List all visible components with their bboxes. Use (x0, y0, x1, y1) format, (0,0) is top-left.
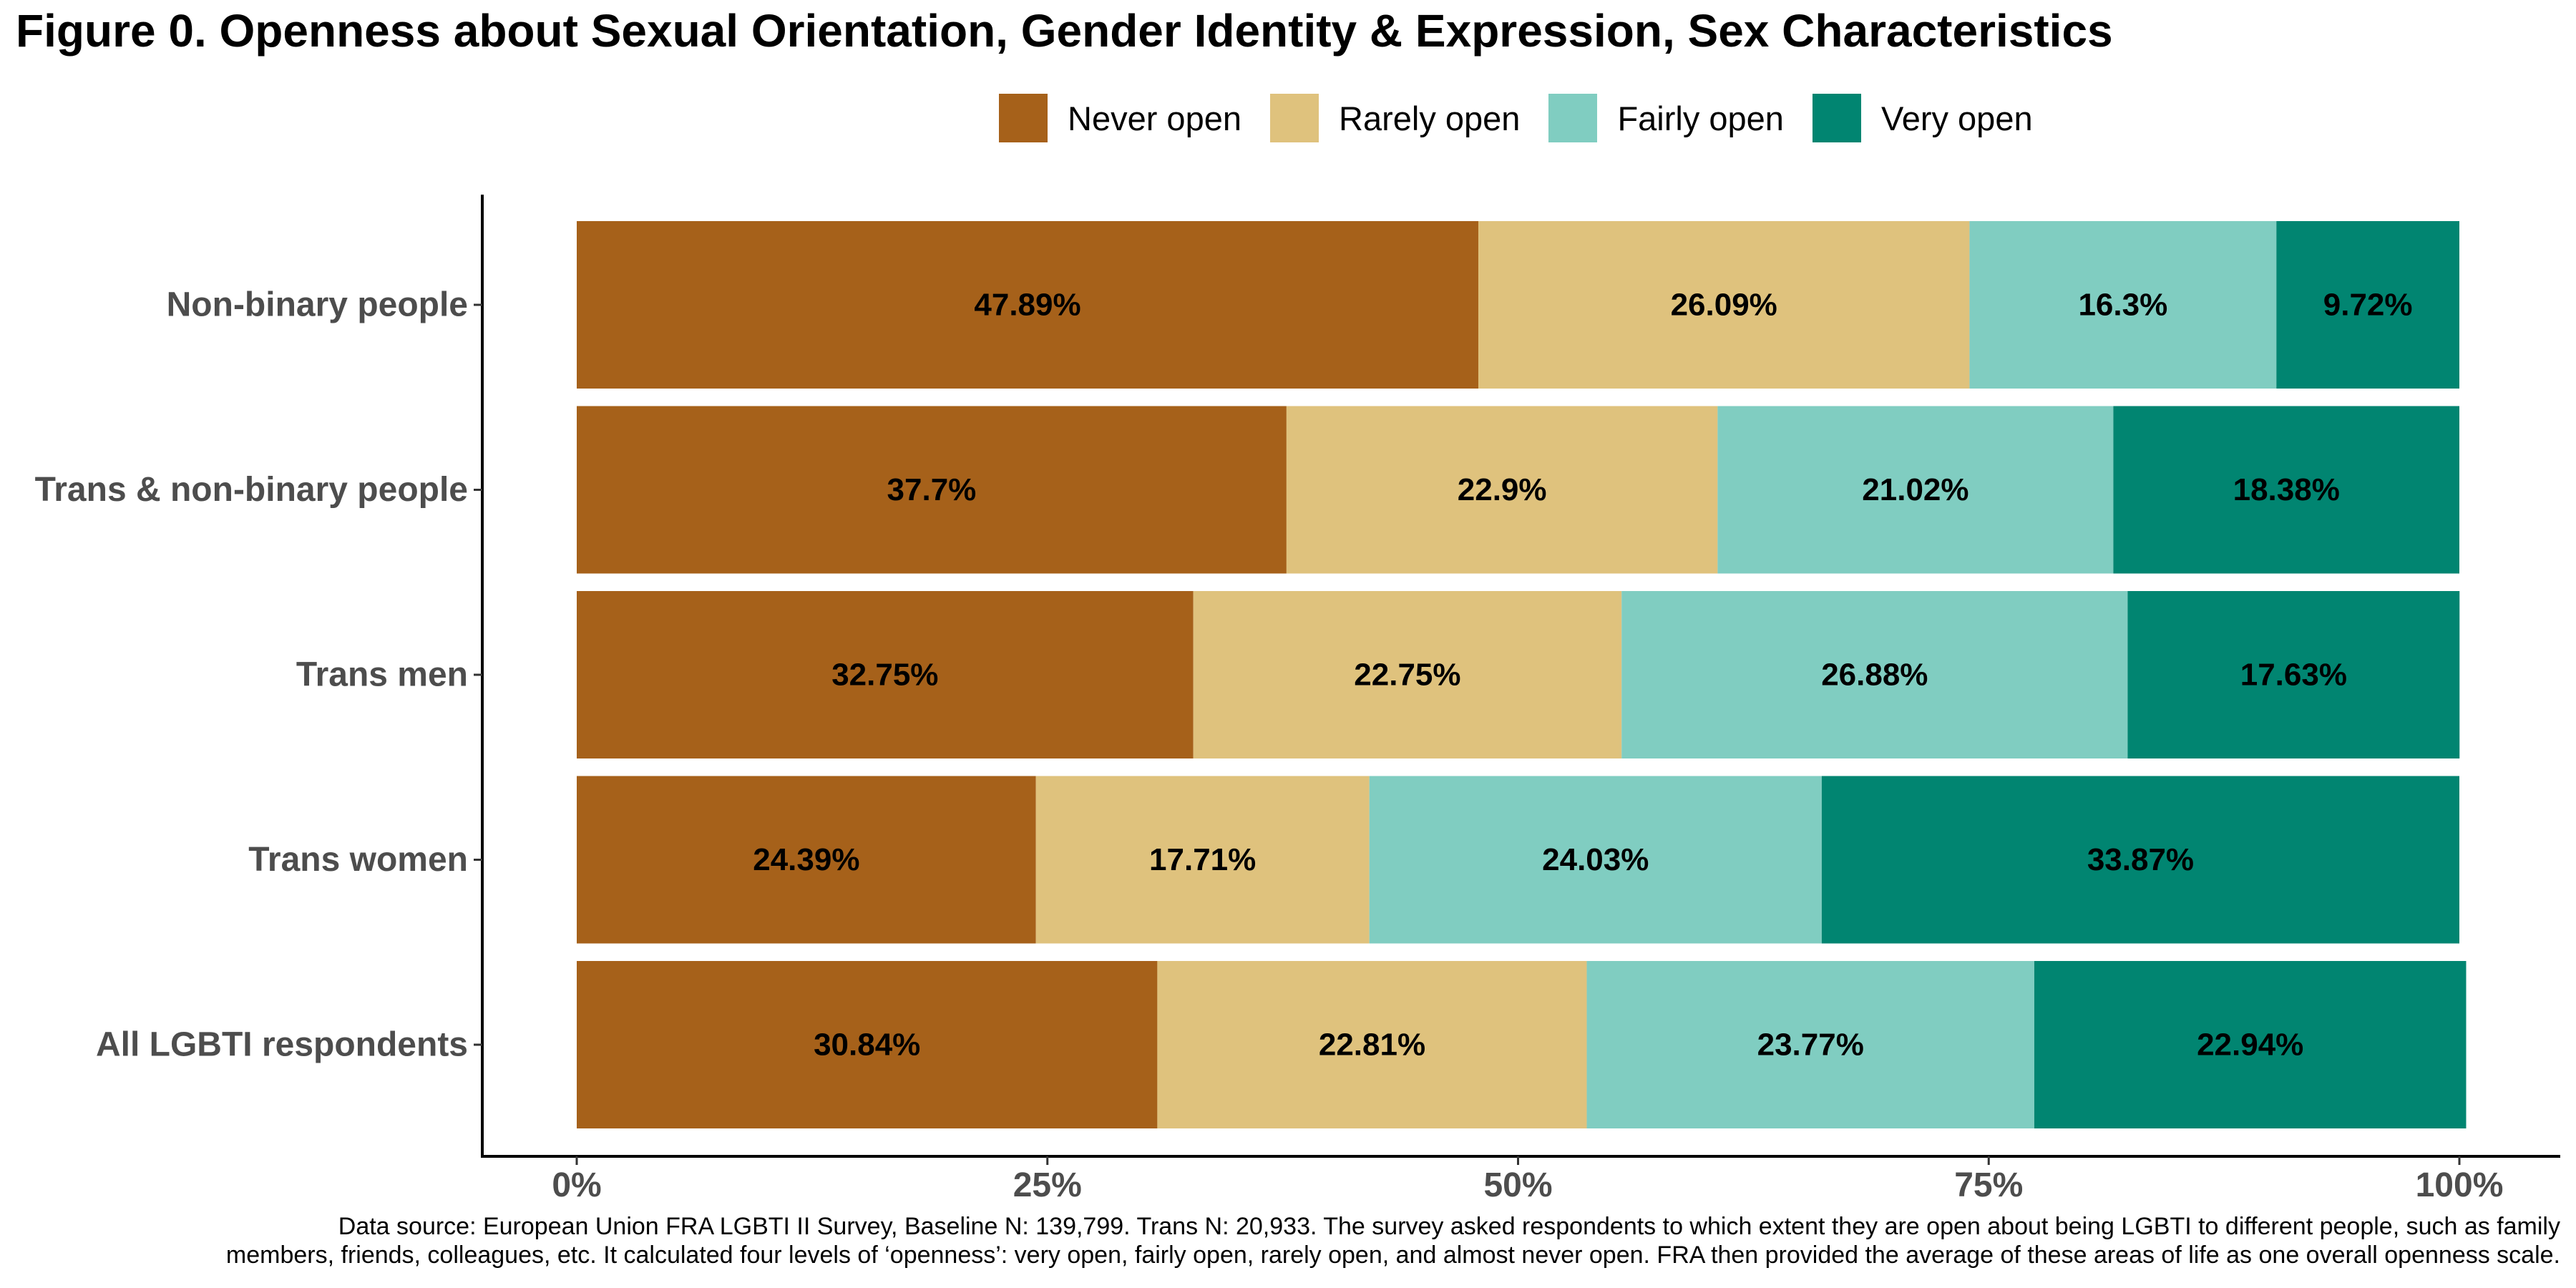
data-label-trans-men-very-open: 17.63% (2240, 658, 2347, 693)
legend-label-rarely-open: Rarely open (1339, 99, 1521, 137)
bar-trans-men-very-open (2127, 591, 2460, 758)
bar-trans-women-never-open (577, 776, 1036, 944)
legend-label-never-open: Never open (1068, 99, 1241, 137)
data-label-trans-women-very-open: 33.87% (2087, 842, 2194, 877)
caption: Data source: European Union FRA LGBTI II… (13, 1212, 2560, 1269)
data-label-trans-women-never-open: 24.39% (753, 842, 859, 877)
bar-trans-and-non-binary-people-never-open (577, 406, 1287, 574)
bar-trans-women-rarely-open (1035, 776, 1370, 944)
data-label-trans-women-fairly-open: 24.03% (1542, 842, 1649, 877)
caption-line-2: members, friends, colleagues, etc. It ca… (225, 1241, 2560, 1269)
bar-all-lgbti-respondents-very-open (2034, 961, 2467, 1128)
bar-non-binary-people-fairly-open (1969, 221, 2277, 389)
legend-label-very-open: Very open (1880, 99, 2033, 137)
legend-item-fairly-open: Fairly open (1548, 94, 1784, 142)
x-tick-label-50: 50% (1483, 1166, 1552, 1204)
data-label-all-lgbti-respondents-never-open: 30.84% (814, 1028, 920, 1063)
category-label-non-binary-people: Non-binary people (167, 286, 468, 324)
data-label-trans-men-never-open: 32.75% (831, 658, 938, 693)
x-tick-label-25: 25% (1013, 1166, 1082, 1204)
data-label-non-binary-people-never-open: 47.89% (974, 288, 1080, 323)
bar-trans-men-never-open (577, 591, 1194, 758)
data-label-trans-and-non-binary-people-very-open: 18.38% (2233, 472, 2340, 507)
data-label-trans-and-non-binary-people-fairly-open: 21.02% (1862, 472, 1968, 507)
data-label-non-binary-people-rarely-open: 26.09% (1671, 288, 1777, 323)
legend-swatch-rarely-open (1270, 94, 1319, 142)
bar-trans-and-non-binary-people-rarely-open (1286, 406, 1718, 574)
legend-item-very-open: Very open (1812, 94, 2033, 142)
legend-swatch-never-open (999, 94, 1048, 142)
x-tick-label-100: 100% (2416, 1166, 2504, 1204)
category-label-trans-women: Trans women (248, 841, 468, 879)
legend: Never open Rarely open Fairly open Very ope… (999, 93, 2062, 143)
bar-all-lgbti-respondents-never-open (577, 961, 1158, 1128)
data-label-trans-women-rarely-open: 17.71% (1149, 842, 1256, 877)
bar-trans-men-rarely-open (1193, 591, 1622, 758)
bar-trans-and-non-binary-people-fairly-open (1717, 406, 2114, 574)
bar-all-lgbti-respondents-fairly-open (1586, 961, 2034, 1128)
bar-non-binary-people-rarely-open (1478, 221, 1970, 389)
bar-trans-men-fairly-open (1621, 591, 2128, 758)
category-label-all-lgbti-respondents: All LGBTI respondents (96, 1026, 468, 1064)
bar-trans-women-very-open (1821, 776, 2459, 944)
category-label-trans-and-non-binary-people: Trans & non-binary people (35, 471, 468, 509)
data-label-trans-and-non-binary-people-rarely-open: 22.9% (1458, 472, 1547, 507)
data-label-all-lgbti-respondents-fairly-open: 23.77% (1757, 1028, 1864, 1063)
data-label-trans-men-rarely-open: 22.75% (1354, 658, 1460, 693)
data-label-non-binary-people-fairly-open: 16.3% (2078, 288, 2167, 323)
data-label-all-lgbti-respondents-rarely-open: 22.81% (1319, 1028, 1425, 1063)
data-label-trans-and-non-binary-people-never-open: 37.7% (887, 472, 977, 507)
legend-swatch-very-open (1812, 94, 1861, 142)
data-label-non-binary-people-very-open: 9.72% (2323, 288, 2413, 323)
category-label-trans-men: Trans men (296, 656, 468, 694)
bar-non-binary-people-very-open (2276, 221, 2459, 389)
legend-swatch-fairly-open (1548, 94, 1598, 142)
caption-line-1: Data source: European Union FRA LGBTI II… (338, 1213, 2560, 1240)
data-label-all-lgbti-respondents-very-open: 22.94% (2197, 1028, 2303, 1063)
x-tick-label-0: 0% (552, 1166, 601, 1204)
bar-all-lgbti-respondents-rarely-open (1157, 961, 1587, 1128)
legend-item-rarely-open: Rarely open (1270, 94, 1520, 142)
plot-area: 47.89% 26.09% 16.3% 9.72% 37.7% 22.9% 21.02% 18… (35, 195, 2560, 1204)
data-label-trans-men-fairly-open: 26.88% (1821, 658, 1928, 693)
chart-title: Figure 0. Openness about Sexual Orientat… (16, 5, 2113, 57)
bar-non-binary-people-never-open (577, 221, 1478, 389)
legend-item-never-open: Never open (999, 94, 1241, 142)
x-tick-label-75: 75% (1954, 1166, 2023, 1204)
legend-label-fairly-open: Fairly open (1617, 99, 1784, 137)
bar-trans-women-fairly-open (1369, 776, 1822, 944)
bar-trans-and-non-binary-people-very-open (2113, 406, 2459, 574)
